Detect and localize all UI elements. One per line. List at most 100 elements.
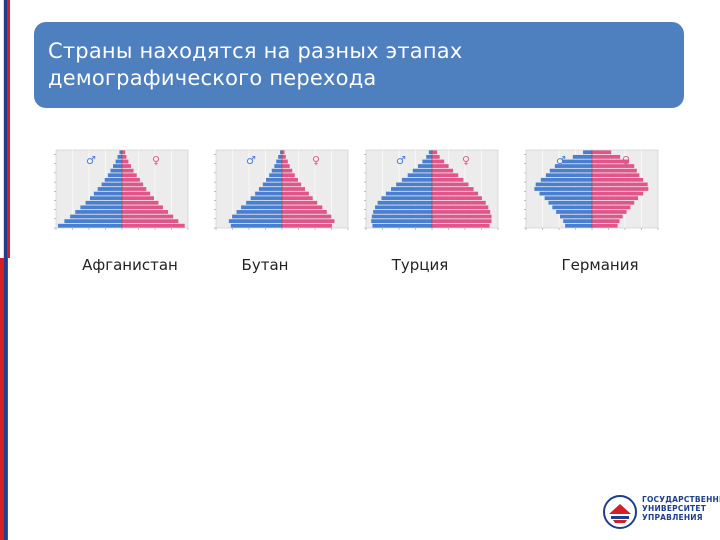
male-bar	[548, 200, 592, 205]
male-bar	[274, 164, 282, 168]
female-bar	[592, 164, 635, 168]
male-bar	[572, 154, 592, 159]
pyramid-chart-turkey: ♂ ♀	[352, 140, 502, 240]
female-bar	[432, 150, 438, 155]
male-bar	[269, 173, 282, 178]
male-bar	[552, 205, 592, 210]
female-symbol-icon: ♀	[152, 154, 160, 167]
female-bar	[432, 191, 479, 196]
female-bar	[122, 200, 159, 205]
male-bar	[241, 205, 282, 210]
male-bar	[119, 150, 122, 155]
male-bar	[583, 150, 592, 155]
female-bar	[282, 219, 335, 224]
male-bar	[401, 177, 432, 182]
female-bar	[122, 219, 179, 224]
female-bar	[122, 159, 129, 164]
stripe-red-bottom	[0, 258, 8, 540]
pyramid-chart-germany: ♂ ♀	[512, 140, 662, 240]
female-bar	[282, 200, 318, 205]
female-symbol-icon: ♀	[312, 154, 320, 167]
female-bar	[122, 154, 127, 159]
male-symbol-icon: ♂	[246, 154, 256, 167]
male-bar	[232, 214, 282, 219]
female-bar	[592, 177, 644, 182]
female-bar	[592, 223, 618, 228]
female-bar	[282, 177, 298, 182]
female-bar	[592, 159, 630, 164]
female-bar	[122, 150, 126, 155]
female-bar	[122, 223, 185, 228]
female-bar	[592, 173, 640, 178]
male-bar	[371, 214, 432, 219]
female-bar	[282, 182, 302, 187]
male-bar	[385, 191, 432, 196]
male-bar	[110, 168, 122, 173]
female-bar	[432, 164, 449, 168]
male-bar	[97, 187, 122, 191]
male-bar	[230, 223, 282, 228]
male-bar	[565, 223, 592, 228]
female-bar	[282, 164, 290, 168]
female-bar	[432, 173, 459, 178]
female-bar	[282, 205, 323, 210]
university-logo: ГОСУДАРСТВЕННЫЙУНИВЕРСИТЕТУПРАВЛЕНИЯ	[602, 494, 720, 532]
pyramid-chart-bhutan: ♂ ♀	[202, 140, 352, 240]
slide-title-line-2: демографического перехода	[48, 66, 377, 90]
male-bar	[255, 191, 282, 196]
male-bar	[554, 164, 592, 168]
slide-title-line-1: Страны находятся на разных этапах	[48, 39, 463, 63]
country-label-turkey: Турция	[391, 256, 449, 274]
female-bar	[432, 214, 492, 219]
stripe-red-top	[7, 0, 10, 258]
female-bar	[122, 182, 144, 187]
male-bar	[540, 177, 592, 182]
female-symbol-icon: ♀	[462, 154, 470, 167]
male-bar	[535, 182, 592, 187]
male-bar	[262, 182, 282, 187]
female-bar	[432, 154, 440, 159]
pyramid-svg: ♂ ♀	[54, 149, 189, 230]
male-bar	[534, 187, 592, 191]
female-bar	[282, 196, 313, 201]
country-label-bhutan: Бутан	[241, 256, 289, 274]
male-bar	[381, 196, 432, 201]
male-bar	[412, 168, 432, 173]
female-bar	[592, 219, 620, 224]
female-bar	[122, 210, 169, 214]
male-bar	[64, 219, 122, 224]
male-bar	[377, 200, 432, 205]
male-bar	[271, 168, 282, 173]
female-bar	[122, 164, 131, 168]
male-bar	[556, 210, 592, 214]
male-bar	[563, 219, 592, 224]
female-bar	[592, 214, 623, 219]
female-bar	[592, 150, 612, 155]
female-bar	[122, 168, 134, 173]
male-bar	[80, 205, 122, 210]
female-bar	[122, 214, 174, 219]
slide-title-box: Страны находятся на разных этапах демогр…	[34, 22, 684, 108]
female-bar	[282, 187, 306, 191]
female-bar	[282, 168, 293, 173]
female-bar	[432, 168, 454, 173]
male-bar	[278, 154, 282, 159]
female-bar	[282, 191, 309, 196]
female-bar	[432, 223, 490, 228]
female-bar	[122, 196, 154, 201]
female-bar	[122, 205, 163, 210]
female-bar	[282, 173, 295, 178]
female-bar	[592, 191, 644, 196]
male-bar	[258, 187, 282, 191]
male-bar	[539, 191, 592, 196]
male-bar	[426, 154, 432, 159]
male-bar	[250, 196, 282, 201]
country-label-afghanistan: Афганистан	[82, 256, 178, 274]
pyramid-svg: ♂ ♀	[214, 149, 349, 230]
female-bar	[592, 168, 637, 173]
female-bar	[122, 191, 151, 196]
female-bar	[592, 205, 631, 210]
male-bar	[70, 214, 122, 219]
university-wordmark: ГОСУДАРСТВЕННЫЙУНИВЕРСИТЕТУПРАВЛЕНИЯ	[642, 495, 720, 522]
female-bar	[432, 219, 492, 224]
